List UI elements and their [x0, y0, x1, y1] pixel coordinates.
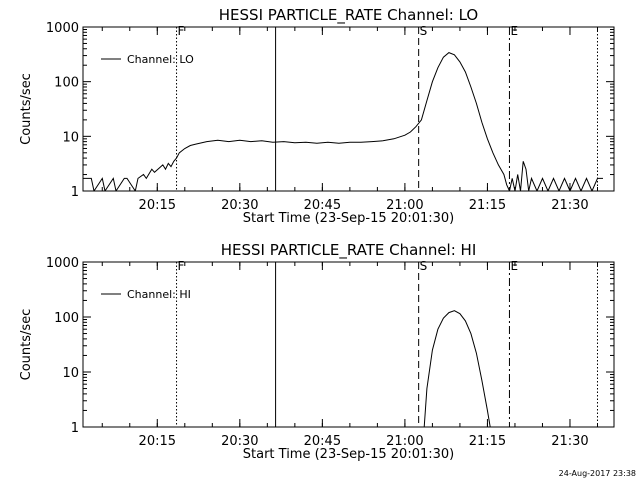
plot-frame [82, 26, 615, 192]
event-marker-label: S [420, 259, 428, 273]
x-tick-label: 21:15 [469, 434, 506, 449]
x-axis-label: Start Time (23-Sep-15 20:01:30) [243, 211, 454, 226]
x-tick-label: 21:30 [551, 198, 588, 213]
y-tick-label: 10 [62, 366, 79, 381]
chart-title: HESSI PARTICLE_RATE Channel: HI [221, 241, 477, 260]
y-tick-label: 1000 [46, 256, 79, 271]
footer-timestamp: 24-Aug-2017 23:38 [559, 469, 636, 478]
event-marker-label: E [510, 24, 518, 38]
x-tick-label: 20:15 [139, 434, 176, 449]
y-tick-label: 10 [62, 130, 79, 145]
x-tick-label: 21:15 [469, 198, 506, 213]
event-marker-label: F [178, 24, 185, 38]
x-tick-label: 20:45 [304, 434, 341, 449]
y-tick-label: 1 [71, 185, 79, 200]
series-line [83, 52, 603, 191]
y-axis-label: Counts/sec [19, 73, 34, 145]
x-tick-label: 20:45 [304, 198, 341, 213]
x-tick-label: 20:15 [139, 198, 176, 213]
y-tick-label: 1000 [46, 21, 79, 36]
y-tick-label: 1 [71, 421, 79, 436]
x-tick-label: 20:30 [221, 434, 258, 449]
event-marker-label: S [420, 24, 428, 38]
panel-lo: HESSI PARTICLE_RATE Channel: LO Counts/se… [19, 6, 615, 226]
y-tick-label: 100 [54, 311, 79, 326]
panel-hi: HESSI PARTICLE_RATE Channel: HI Counts/se… [19, 241, 615, 462]
x-tick-label: 21:00 [386, 434, 423, 449]
legend-label: Channel: LO [127, 53, 194, 66]
x-tick-label: 21:30 [551, 434, 588, 449]
y-tick-label: 100 [54, 76, 79, 91]
event-marker-label: E [510, 259, 518, 273]
x-tick-label: 21:00 [386, 198, 423, 213]
chart-title: HESSI PARTICLE_RATE Channel: LO [219, 6, 478, 25]
event-marker-label: F [178, 259, 185, 273]
series-line [423, 310, 491, 427]
x-axis-label: Start Time (23-Sep-15 20:01:30) [243, 447, 454, 462]
plot-frame [82, 261, 615, 428]
y-axis-label: Counts/sec [19, 309, 34, 381]
legend-label: Channel: HI [127, 288, 191, 301]
x-tick-label: 20:30 [221, 198, 258, 213]
